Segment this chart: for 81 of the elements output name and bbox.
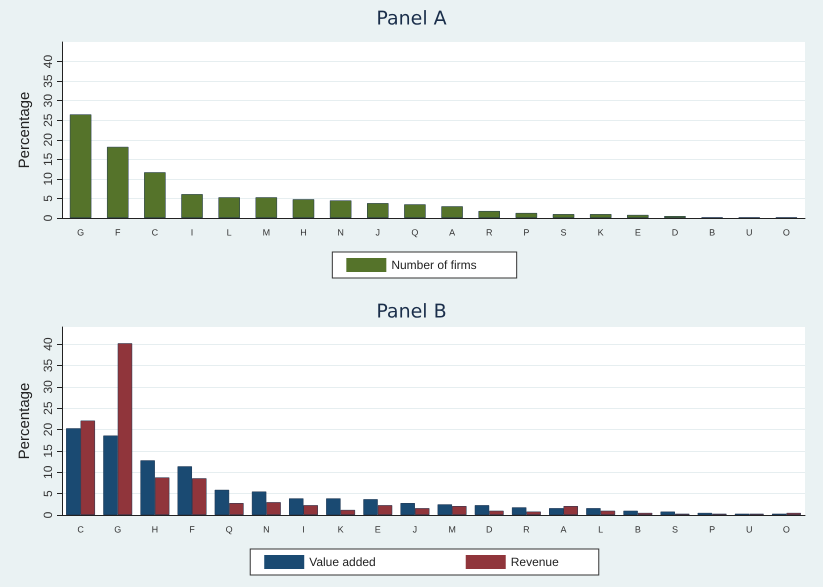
- y-axis-title: Percentage: [16, 382, 33, 460]
- x-tick-label: G: [114, 524, 122, 534]
- x-tick-label: G: [77, 228, 84, 238]
- y-tick-label: 15: [41, 444, 55, 458]
- x-tick-label: R: [486, 228, 493, 238]
- legend-label: Revenue: [510, 555, 560, 569]
- x-tick-label: H: [300, 228, 307, 238]
- legend-label: Number of firms: [391, 258, 477, 272]
- bar: [367, 203, 389, 218]
- x-tick-label: F: [114, 228, 121, 238]
- x-tick-label: U: [746, 228, 753, 238]
- x-tick-label: M: [262, 228, 270, 238]
- x-tick-label: J: [412, 524, 418, 534]
- x-tick-label: M: [448, 524, 456, 534]
- y-tick-label: 25: [41, 401, 55, 415]
- x-tick-label: R: [523, 524, 530, 534]
- bar: [256, 197, 278, 218]
- bar: [404, 204, 426, 218]
- x-tick-label: K: [338, 524, 344, 534]
- chart-title: Panel A: [376, 8, 447, 30]
- x-tick-label: N: [263, 524, 270, 534]
- y-tick-label: 40: [41, 54, 55, 68]
- x-tick-label: L: [226, 228, 232, 238]
- x-tick-label: C: [77, 524, 84, 534]
- x-tick-label: Q: [411, 228, 418, 238]
- y-tick-label: 30: [41, 380, 55, 394]
- x-tick-label: Q: [226, 524, 233, 534]
- x-tick-label: O: [782, 228, 790, 238]
- bar: [218, 197, 240, 218]
- y-tick-label: 20: [41, 132, 55, 146]
- x-tick-label: E: [634, 228, 641, 238]
- x-tick-label: I: [190, 228, 194, 238]
- x-tick-label: S: [672, 524, 678, 534]
- y-tick-label: 10: [41, 465, 55, 479]
- x-tick-label: D: [486, 524, 493, 534]
- x-tick-label: A: [560, 524, 567, 534]
- y-tick-label: 20: [41, 422, 55, 436]
- y-tick-label: 15: [41, 152, 55, 166]
- y-tick-label: 10: [41, 172, 55, 186]
- x-tick-label: D: [672, 228, 679, 238]
- bar: [478, 210, 500, 218]
- y-tick-label: 35: [41, 358, 55, 372]
- x-tick-label: C: [152, 228, 159, 238]
- x-tick-label: B: [709, 228, 716, 238]
- bar: [627, 214, 649, 218]
- x-tick-label: H: [152, 524, 158, 534]
- bar: [106, 146, 128, 218]
- x-tick-label: P: [709, 524, 716, 534]
- x-tick-label: K: [598, 228, 604, 238]
- bar: [181, 194, 203, 218]
- x-tick-label: N: [337, 228, 344, 238]
- chart-title: Panel B: [376, 300, 447, 322]
- x-tick-label: B: [634, 524, 641, 534]
- x-tick-label: P: [523, 228, 530, 238]
- bar: [144, 172, 166, 218]
- x-tick-label: A: [449, 228, 456, 238]
- bar: [70, 114, 92, 218]
- y-tick-label: 40: [41, 337, 55, 351]
- bar: [292, 199, 314, 218]
- bar: [516, 212, 538, 218]
- y-tick-label: 0: [41, 511, 55, 518]
- bar: [441, 206, 463, 218]
- x-tick-label: S: [560, 228, 567, 238]
- x-tick-label: J: [376, 228, 380, 238]
- y-tick-label: 5: [41, 490, 55, 497]
- y-tick-label: 30: [41, 94, 55, 108]
- bar: [552, 214, 574, 218]
- x-tick-label: E: [374, 524, 381, 534]
- x-tick-label: U: [746, 524, 753, 534]
- y-tick-label: 35: [41, 74, 55, 88]
- y-tick-label: 0: [41, 214, 55, 222]
- y-tick-label: 25: [41, 113, 55, 127]
- bar: [590, 214, 612, 218]
- x-tick-label: I: [302, 524, 305, 534]
- x-tick-label: L: [598, 524, 604, 534]
- legend-label: Value added: [309, 555, 376, 569]
- x-tick-label: O: [782, 524, 790, 534]
- x-tick-label: F: [189, 524, 196, 534]
- y-tick-label: 5: [41, 194, 55, 202]
- y-axis-title: Percentage: [16, 92, 33, 168]
- bar: [330, 200, 352, 218]
